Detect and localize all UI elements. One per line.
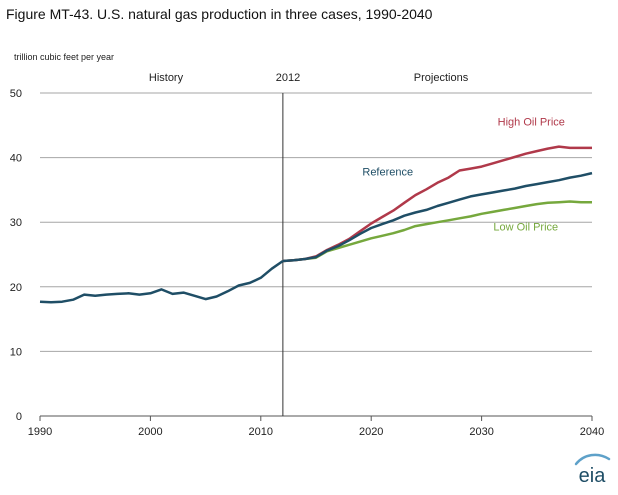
series-line-reference: [282, 171, 593, 263]
logo-text: eia: [579, 465, 607, 487]
y-tick-label: 40: [10, 153, 22, 165]
series-line-low-oil-price: [282, 200, 592, 263]
y-tick-label: 20: [10, 282, 22, 294]
projections-section-label: Projections: [414, 72, 469, 84]
eia-logo-icon: eia: [574, 453, 611, 487]
y-tick-label: 50: [10, 88, 22, 100]
x-tick-label: 2010: [249, 426, 273, 438]
x-tick-label: 2020: [359, 426, 383, 438]
history-line: [39, 259, 284, 304]
x-tick-label: 2000: [138, 426, 162, 438]
gridlines: [40, 92, 592, 352]
x-tick-label: 1990: [28, 426, 52, 438]
divider-year-label: 2012: [276, 72, 300, 84]
figure-title: Figure MT-43. U.S. natural gas productio…: [6, 6, 433, 22]
series-labels: High Oil Price Reference Low Oil Price: [362, 116, 565, 233]
logo-swoosh: [574, 453, 611, 466]
series-lines: [39, 145, 593, 304]
x-tick-label: 2030: [469, 426, 493, 438]
y-tick-label: 10: [10, 346, 22, 358]
y-axis-unit-label: trillion cubic feet per year: [14, 52, 115, 62]
x-tick-label: 2040: [580, 426, 604, 438]
series-label-reference: Reference: [362, 167, 413, 179]
series-label-high-oil-price: High Oil Price: [498, 116, 565, 128]
series-label-low-oil-price: Low Oil Price: [493, 222, 558, 234]
history-section-label: History: [149, 72, 184, 84]
axes: [39, 93, 593, 421]
eia-logo: eia: [572, 452, 612, 488]
y-tick-label: 30: [10, 217, 22, 229]
y-tick-label: 0: [16, 411, 22, 423]
